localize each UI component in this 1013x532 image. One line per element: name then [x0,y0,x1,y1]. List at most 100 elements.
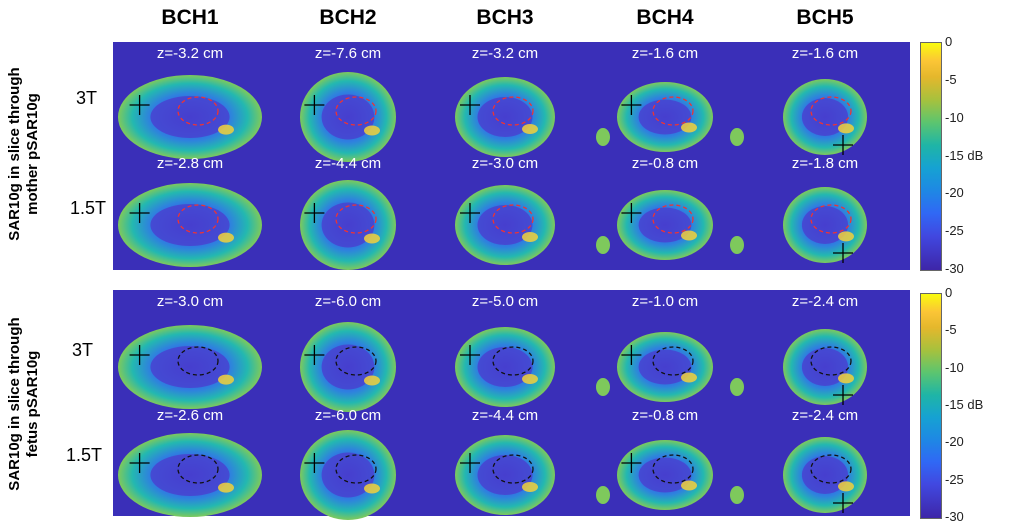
uterus-outline [652,96,694,126]
uterus-outline [492,96,534,126]
hotspot [838,373,854,384]
arm-left [596,236,610,254]
uterus-outline [177,346,219,376]
z-label: z=-2.8 cm [156,155,224,172]
z-label: z=-7.6 cm [314,45,382,62]
z-label: z=-2.4 cm [791,293,859,310]
z-label: z=-5.0 cm [471,293,539,310]
inner-region [321,94,375,140]
hotspot [838,481,854,492]
uterus-outline [177,96,219,126]
z-label: z=-6.0 cm [314,407,382,424]
colorbar-tick-label: 0 [945,285,953,300]
hotspot [218,374,234,385]
arm-right [730,128,744,146]
inner-region [321,202,375,248]
colorbar-tick-label: -10 [945,109,964,125]
uterus-outline [335,96,377,126]
arm-left [596,486,610,504]
colorbar-fetus [920,293,942,519]
hotspot [218,232,234,243]
hotspot [522,374,538,384]
colorbar-tick-label: -30 [945,509,964,524]
inner-region [801,456,849,494]
uterus-outline [652,346,694,376]
uterus-outline [492,204,534,234]
uterus-outline [177,204,219,234]
hotspot [522,232,538,242]
inner-region [638,99,692,135]
inner-region [801,98,849,136]
colorbar-tick-label: -25 [945,471,964,487]
column-header-bch1: BCH1 [161,6,219,29]
field-label-fetus-3t: 3T [72,340,94,360]
hotspot [681,372,697,383]
inner-region [477,97,533,137]
arm-left [596,378,610,396]
z-label: z=-0.8 cm [631,407,699,424]
arm-right [730,236,744,254]
hotspot [218,482,234,493]
arm-right [730,378,744,396]
uterus-outline [652,454,694,484]
column-header-bch2: BCH2 [319,6,377,29]
column-header-bch3: BCH3 [476,6,534,29]
z-label: z=-3.2 cm [156,45,224,62]
z-label: z=-1.6 cm [791,45,859,62]
uterus-outline [652,204,694,234]
column-header-bch5: BCH5 [796,6,854,29]
inner-region [321,452,375,498]
uterus-outline [810,96,852,126]
colorbar-tick-label: -15 dB [945,397,984,412]
colorbar-tick-label: 0 [945,34,953,49]
inner-region [638,207,692,243]
hotspot [364,233,380,244]
z-label: z=-0.8 cm [631,155,699,172]
uterus-outline [335,204,377,234]
z-label: z=-1.0 cm [631,293,699,310]
inner-region [477,347,533,387]
hotspot [218,124,234,135]
colorbar-tick-label: -15 dB [945,147,984,163]
hotspot [681,480,697,491]
colorbar-tick-label: -5 [945,322,957,338]
inner-region [150,346,230,388]
uterus-outline [492,346,534,376]
colorbar-tick-label: -25 [945,223,964,239]
field-label-mother-1-5t: 1.5T [70,198,107,218]
uterus-outline [810,454,852,484]
hotspot [838,231,854,242]
inner-region [638,457,692,493]
hotspot [522,124,538,134]
z-label: z=-6.0 cm [314,293,382,310]
z-label: z=-4.4 cm [314,155,382,172]
field-label-mother-3t: 3T [76,88,98,108]
inner-region [477,205,533,245]
colorbar-mother [920,42,942,271]
arm-left [596,128,610,146]
hotspot [364,125,380,136]
colorbar-tick-label: -20 [945,185,964,201]
inner-region [321,344,375,390]
z-label: z=-1.6 cm [631,45,699,62]
z-label: z=-4.4 cm [471,407,539,424]
hotspot [681,122,697,133]
field-label-fetus-1-5t: 1.5T [66,445,103,465]
hotspot [681,230,697,241]
z-label: z=-1.8 cm [791,155,859,172]
uterus-outline [810,346,852,376]
uterus-outline [335,346,377,376]
inner-region [638,349,692,385]
inner-region [801,206,849,244]
hotspot [838,123,854,134]
uterus-outline [177,454,219,484]
colorbar-tick-label: -20 [945,434,964,450]
colorbar-tick-label: -5 [945,71,957,87]
inner-region [150,96,230,138]
colorbar-tick-label: -30 [945,261,964,276]
z-label: z=-2.6 cm [156,407,224,424]
z-label: z=-2.4 cm [791,407,859,424]
hotspot [364,375,380,386]
uterus-outline [335,454,377,484]
